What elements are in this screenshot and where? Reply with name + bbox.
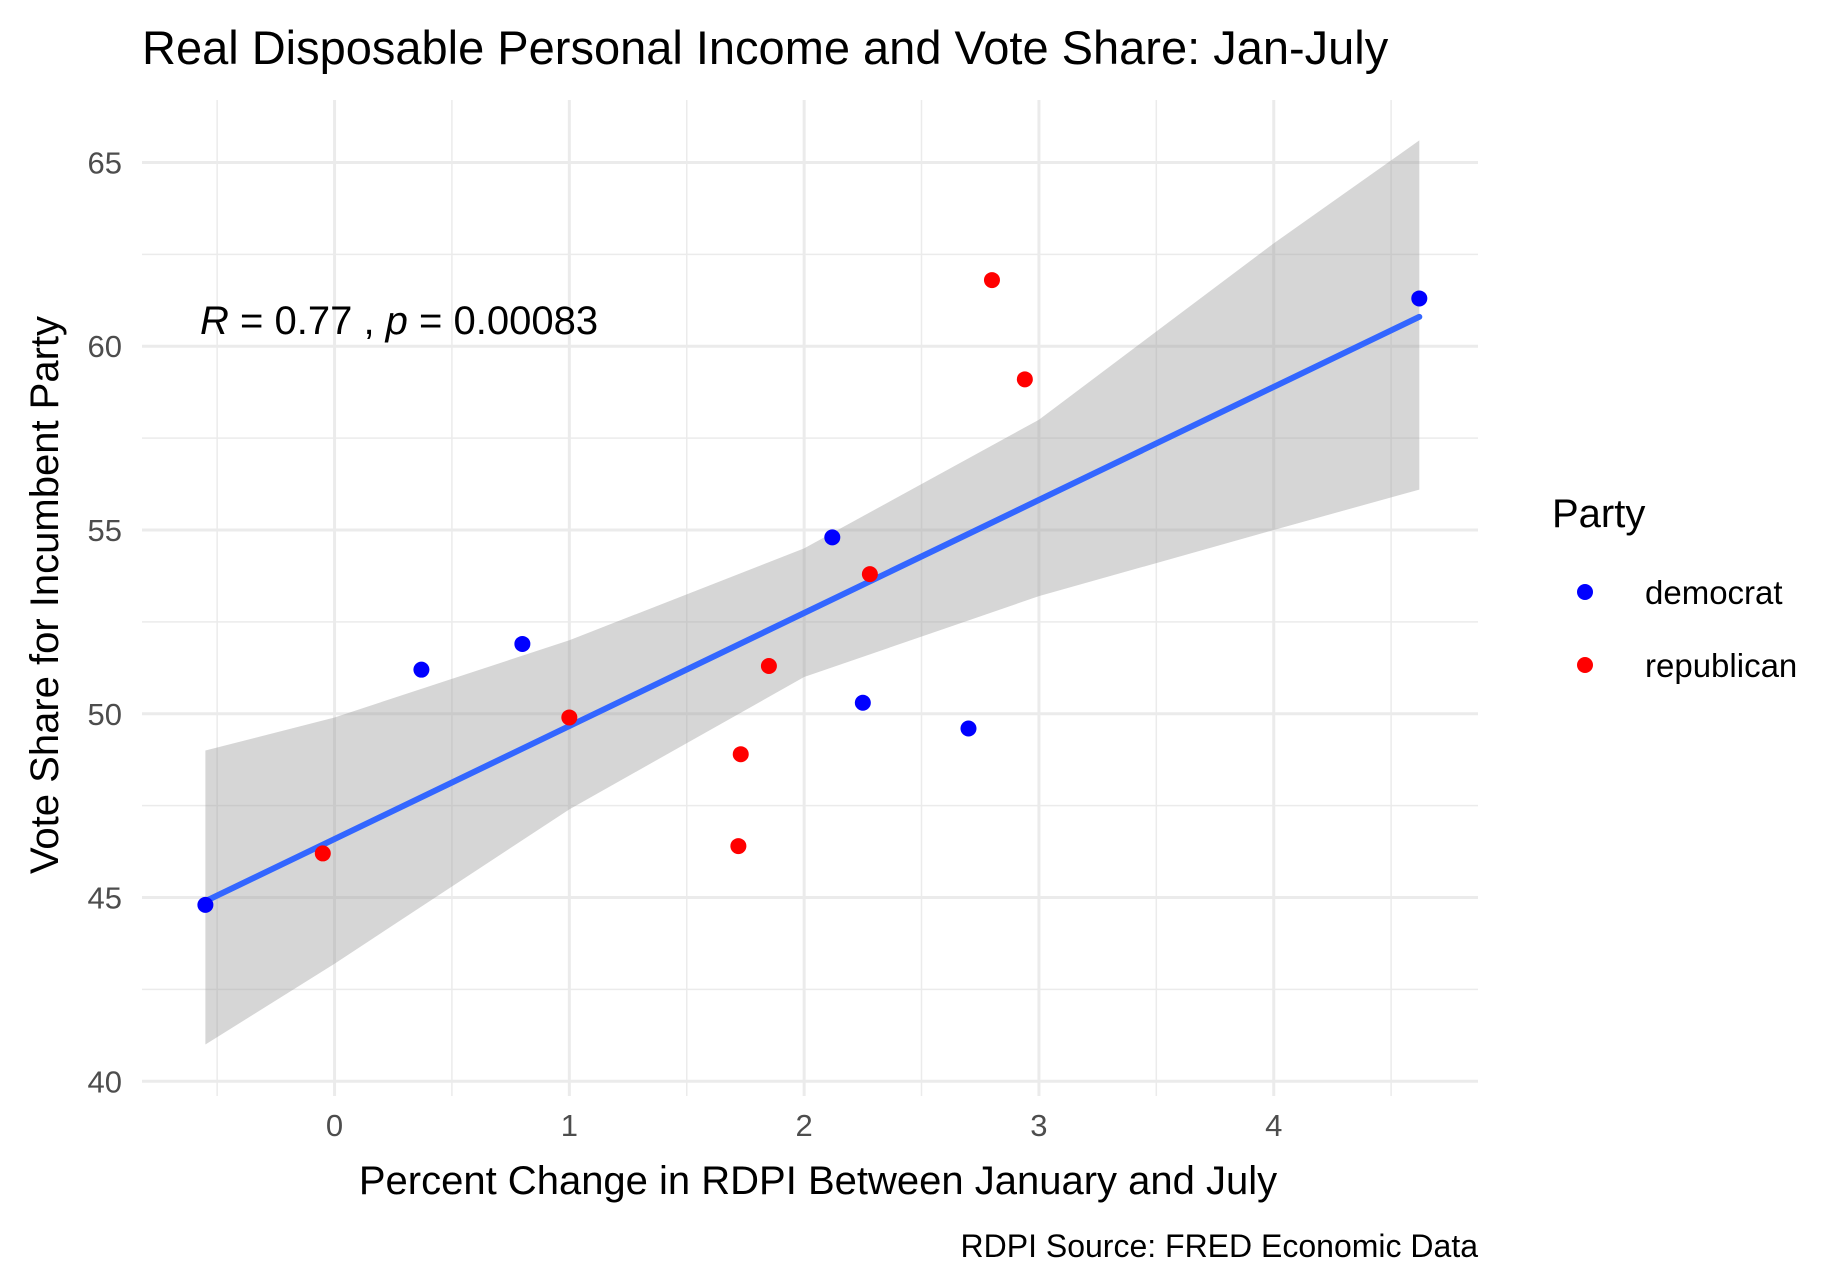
data-point-republican	[732, 746, 749, 763]
data-point-democrat	[824, 529, 841, 546]
x-tick-label: 3	[1030, 1108, 1047, 1143]
data-point-republican	[861, 566, 878, 583]
x-tick-label: 0	[326, 1108, 343, 1143]
r-symbol: R	[200, 299, 229, 343]
data-point-democrat	[514, 635, 531, 652]
data-point-democrat	[854, 694, 871, 711]
data-point-republican	[730, 838, 747, 855]
correlation-annotation: R = 0.77 , p = 0.00083	[200, 299, 598, 343]
data-point-republican	[314, 845, 331, 862]
x-tick-label: 4	[1265, 1108, 1282, 1143]
x-tick-label: 2	[796, 1108, 813, 1143]
y-tick-label: 40	[88, 1064, 122, 1099]
data-point-republican	[760, 657, 777, 674]
x-axis-title: Percent Change in RDPI Between January a…	[359, 1159, 1277, 1203]
y-tick-labels: 40 45 50 55 60 65	[88, 145, 122, 1099]
source-caption: RDPI Source: FRED Economic Data	[961, 1228, 1479, 1264]
legend: Party democrat republican	[1552, 492, 1797, 684]
y-tick-label: 45	[88, 881, 122, 916]
legend-key-democrat	[1577, 584, 1593, 600]
y-tick-label: 55	[88, 513, 122, 548]
data-point-republican	[983, 272, 1000, 289]
legend-label-republican: republican	[1645, 647, 1797, 684]
data-point-democrat	[960, 720, 977, 737]
data-point-democrat	[413, 661, 430, 678]
legend-label-democrat: democrat	[1645, 574, 1783, 611]
data-point-democrat	[197, 896, 214, 913]
p-symbol: p	[385, 299, 408, 343]
data-point-republican	[1016, 371, 1033, 388]
confidence-band	[205, 140, 1420, 1045]
x-tick-label: 1	[561, 1108, 578, 1143]
data-point-democrat	[1411, 290, 1428, 307]
chart-title: Real Disposable Personal Income and Vote…	[142, 21, 1389, 74]
y-tick-label: 50	[88, 697, 122, 732]
data-point-republican	[561, 709, 578, 726]
regression-line	[202, 313, 1423, 905]
y-axis-title: Vote Share for Incumbent Party	[23, 316, 67, 874]
p-value: = 0.00083	[408, 299, 598, 343]
r-value: = 0.77 ,	[229, 299, 386, 343]
y-tick-label: 60	[88, 329, 122, 364]
data-points	[197, 272, 1428, 913]
regression-line-segment	[202, 313, 1423, 905]
minor-gridlines	[142, 100, 1478, 1096]
legend-key-republican	[1577, 657, 1593, 673]
major-gridlines	[142, 100, 1478, 1096]
x-tick-labels: 0 1 2 3 4	[326, 1108, 1282, 1143]
y-tick-label: 65	[88, 145, 122, 180]
legend-title: Party	[1552, 492, 1645, 536]
confidence-band-area	[205, 140, 1420, 1045]
